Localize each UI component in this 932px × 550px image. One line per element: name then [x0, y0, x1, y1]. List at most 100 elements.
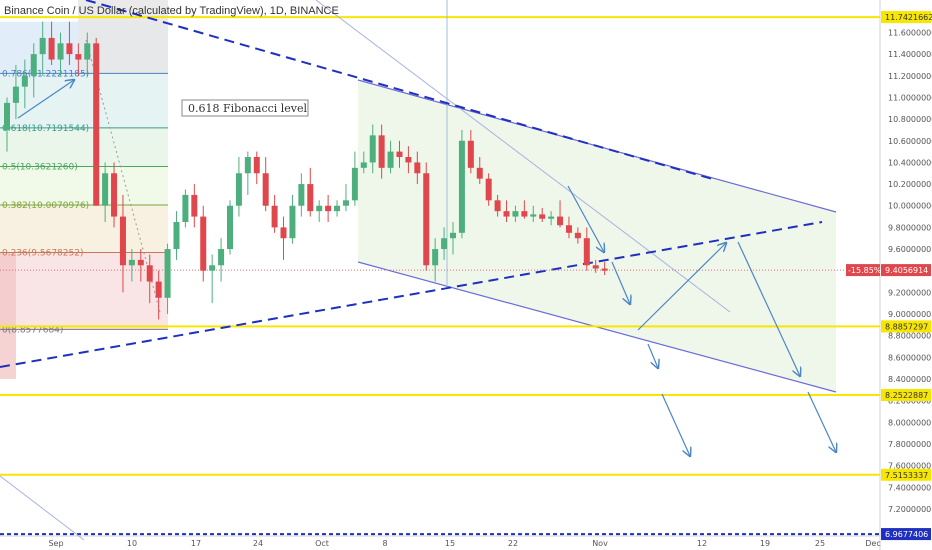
- candle-body: [137, 259, 144, 266]
- chart-title: Binance Coin / US Dollar (calculated by …: [4, 5, 339, 17]
- candle-body: [128, 259, 135, 266]
- forecast-arrow: [567, 185, 604, 252]
- price-badge-label: 8.2522887: [885, 391, 928, 400]
- candle-body: [164, 249, 171, 298]
- fib-zone-band: [0, 166, 168, 205]
- candle-body: [458, 140, 465, 233]
- candle-body: [450, 232, 456, 239]
- candle-body: [369, 135, 376, 163]
- price-badge: [881, 320, 931, 333]
- price-badge: [881, 388, 931, 401]
- candle-body: [423, 173, 430, 266]
- price-tick-label: 9.0000000: [888, 310, 931, 319]
- candle-body: [146, 265, 153, 282]
- fib-level-label: 0.618(10.7191544): [2, 124, 89, 134]
- time-tick-label: 25: [815, 539, 825, 548]
- candle-body: [39, 37, 46, 55]
- forecast-arrow: [647, 343, 658, 368]
- candle-body: [111, 173, 118, 217]
- candle-body: [12, 86, 19, 103]
- channel-fill: [358, 80, 836, 392]
- time-tick-label: 10: [127, 539, 137, 548]
- candle-body: [432, 249, 439, 266]
- time-tick-label: Oct: [315, 539, 329, 548]
- candle-body: [316, 205, 323, 212]
- candle-body: [378, 135, 385, 168]
- price-badge-label: 9.4056914: [885, 266, 928, 275]
- fib-level-label: 0(8.8577684): [2, 325, 63, 335]
- forecast-arrow: [637, 243, 726, 331]
- price-badge-label: 11.7421662: [885, 13, 932, 22]
- candle-body: [84, 43, 91, 60]
- candle-body: [209, 265, 216, 271]
- candle-body: [48, 37, 55, 60]
- annotation-text: 0.618 Fibonacci level: [188, 102, 308, 115]
- candle-body: [396, 151, 403, 158]
- price-tick-label: 10.4000000: [888, 158, 932, 167]
- candle-body: [521, 211, 528, 217]
- candle-body: [280, 227, 287, 239]
- price-tick-label: 8.4000000: [888, 375, 931, 384]
- time-tick-label: 17: [191, 539, 201, 548]
- candle-body: [191, 194, 198, 217]
- candle-body: [414, 162, 421, 174]
- time-tick-label: 22: [508, 539, 518, 548]
- price-tick-label: 7.2000000: [888, 505, 931, 514]
- candle-body: [298, 184, 305, 206]
- candle-body: [227, 205, 233, 250]
- candle-body: [271, 205, 278, 228]
- candle-body: [548, 216, 555, 219]
- fib-level-label: 0.382(10.0070976): [2, 201, 89, 211]
- price-badge: [881, 468, 931, 481]
- price-badge: [881, 528, 931, 541]
- candle-body: [244, 157, 251, 174]
- time-tick-label: 24: [253, 539, 263, 548]
- candle-body: [512, 211, 519, 217]
- price-badge-label: 6.9677406: [885, 530, 928, 539]
- price-tick-label: 8.8000000: [888, 332, 931, 341]
- candle-body: [530, 214, 537, 217]
- candle-body: [485, 178, 492, 201]
- fib-zone-band: [0, 127, 168, 167]
- price-tick-label: 10.6000000: [888, 137, 932, 146]
- candle-body: [289, 205, 296, 239]
- forecast-arrow: [737, 241, 800, 376]
- time-tick-label: Sep: [48, 539, 63, 548]
- time-tick-label: Nov: [592, 539, 608, 548]
- price-tick-label: 11.2000000: [888, 72, 932, 81]
- forecast-arrow: [611, 261, 630, 304]
- ascending-trendline: [0, 221, 823, 368]
- price-tick-label: 10.2000000: [888, 180, 932, 189]
- time-tick-label: 12: [697, 539, 707, 548]
- candle-body: [75, 54, 82, 60]
- candle-body: [262, 173, 269, 206]
- light-trendline: [315, 0, 731, 313]
- candle-body: [57, 43, 64, 60]
- candle-body: [253, 157, 260, 174]
- candle-body: [325, 205, 332, 212]
- light-trendline-left: [0, 475, 85, 541]
- time-tick-label: 8: [382, 539, 387, 548]
- candle-body: [441, 238, 448, 250]
- candle-body: [235, 173, 242, 206]
- annotation-box: [181, 99, 309, 117]
- candle-body: [334, 205, 341, 212]
- candle-body: [342, 200, 349, 206]
- candle-body: [583, 238, 590, 266]
- fib-shade-top: [78, 0, 168, 74]
- candle-body: [601, 268, 608, 271]
- price-badge-label: 7.5153337: [885, 471, 928, 480]
- fib-level-label: 0.786(11.2221185): [2, 69, 89, 79]
- price-tick-label: 10.0000000: [888, 202, 932, 211]
- forecast-arrow: [17, 80, 74, 119]
- fib-shade-left: [0, 252, 16, 379]
- forecast-arrow: [807, 391, 836, 452]
- candle-body: [200, 216, 207, 271]
- fib-zone-band: [0, 252, 168, 330]
- change-badge-label: -15.85%: [848, 266, 882, 275]
- price-badge: [881, 11, 931, 24]
- fib-level-label: 0.236(9.5678252): [2, 249, 83, 259]
- candle-body: [119, 216, 126, 266]
